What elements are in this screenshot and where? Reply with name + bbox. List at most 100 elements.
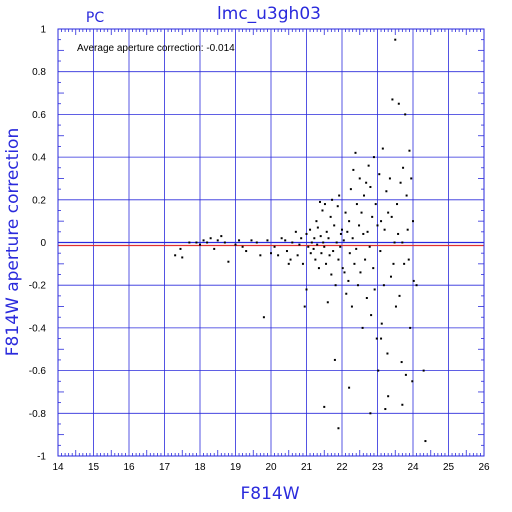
data-point (362, 232, 365, 235)
data-point (351, 237, 354, 240)
data-point (339, 245, 342, 248)
x-tick-label: 25 (443, 462, 455, 473)
data-point (397, 102, 400, 105)
data-point (415, 284, 418, 287)
data-point (209, 237, 212, 240)
x-tick-label: 23 (372, 462, 384, 473)
data-point (305, 288, 308, 291)
data-point (334, 284, 337, 287)
data-point (361, 326, 364, 329)
data-point (298, 243, 301, 246)
data-point (289, 258, 292, 261)
data-point (403, 262, 406, 265)
data-point (394, 38, 397, 41)
data-point (360, 211, 363, 214)
y-tick-label: 0.4 (32, 153, 46, 164)
data-point (337, 258, 340, 261)
data-point (408, 149, 411, 152)
data-point (368, 245, 371, 248)
x-tick-label: 20 (265, 462, 277, 473)
data-point (401, 241, 404, 244)
x-tick-label: 26 (478, 462, 490, 473)
data-point (410, 177, 413, 180)
data-point (377, 369, 380, 372)
data-point (318, 200, 321, 203)
data-point (346, 230, 349, 233)
data-point (250, 239, 253, 242)
data-point (404, 113, 407, 116)
y-tick-label: 0 (40, 238, 46, 249)
data-point (401, 403, 404, 406)
data-point (325, 230, 328, 233)
data-point (383, 228, 386, 231)
data-point (329, 215, 332, 218)
data-point (315, 220, 318, 223)
data-point (333, 224, 336, 227)
plot-frame (57, 28, 485, 457)
data-point (321, 209, 324, 212)
data-point (216, 239, 219, 242)
x-tick-label: 15 (88, 462, 100, 473)
data-point (322, 241, 325, 244)
data-point (316, 243, 319, 246)
data-point (227, 260, 230, 263)
data-point (380, 322, 383, 325)
x-tick-label: 22 (336, 462, 348, 473)
data-point (399, 181, 402, 184)
data-point (338, 194, 341, 197)
data-point (382, 284, 385, 287)
data-point (188, 241, 191, 244)
data-point (179, 247, 182, 250)
data-point (325, 262, 328, 265)
data-point (326, 301, 329, 304)
data-point (335, 241, 338, 244)
data-point (386, 352, 389, 355)
data-point (245, 250, 248, 253)
x-tick-label: 18 (194, 462, 206, 473)
y-tick-label: 0.6 (32, 110, 46, 121)
data-point (355, 203, 358, 206)
data-point (307, 245, 310, 248)
data-point (387, 395, 390, 398)
data-point (317, 267, 320, 270)
data-point (394, 305, 397, 308)
data-point (384, 408, 387, 411)
data-point (348, 220, 351, 223)
data-point (255, 241, 258, 244)
data-point (291, 241, 294, 244)
chart-title: lmc_u3gh03 (217, 4, 321, 24)
data-point (354, 151, 357, 154)
x-tick-label: 17 (159, 462, 171, 473)
data-point (174, 254, 177, 257)
data-point (378, 173, 381, 176)
data-point (374, 203, 377, 206)
data-point (349, 188, 352, 191)
data-point (372, 267, 375, 270)
data-point (385, 190, 388, 193)
data-point (405, 194, 408, 197)
data-point (406, 228, 409, 231)
x-axis-ticks: 14 15 16 17 18 19 20 21 22 23 24 25 26 (52, 29, 490, 473)
data-point (393, 241, 396, 244)
data-point (206, 241, 209, 244)
data-point (309, 228, 312, 231)
data-point (309, 252, 312, 255)
data-point (359, 271, 362, 274)
data-point (348, 252, 351, 255)
data-point (380, 220, 383, 223)
data-point (319, 235, 322, 238)
data-point (352, 168, 355, 171)
data-point (328, 254, 331, 257)
data-point (323, 203, 326, 206)
y-tick-label: -0.2 (29, 281, 47, 292)
data-point (372, 156, 375, 159)
data-point (422, 369, 425, 372)
data-point (336, 205, 339, 208)
data-point (390, 215, 393, 218)
scatter-points (174, 38, 427, 443)
data-point (296, 254, 299, 257)
data-point (366, 230, 369, 233)
y-tick-label: -1 (37, 452, 46, 463)
data-point (273, 245, 276, 248)
